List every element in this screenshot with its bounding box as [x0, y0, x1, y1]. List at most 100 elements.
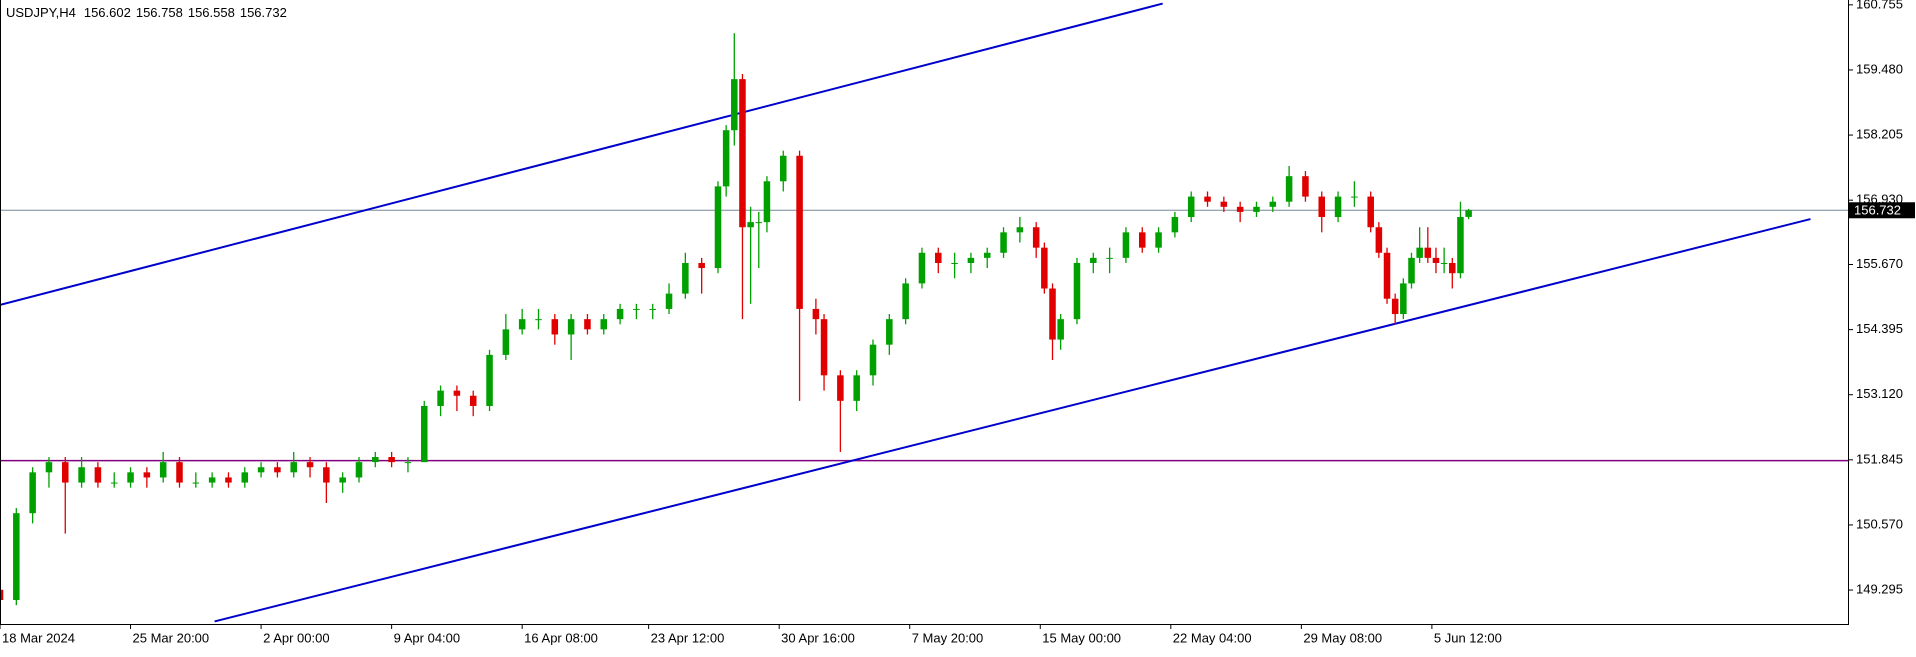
- candle-body: [951, 262, 958, 264]
- y-tick-label: 154.395: [1856, 321, 1903, 336]
- symbol: USDJPY,H4: [6, 5, 76, 20]
- x-tick-label: 30 Apr 16:00: [781, 630, 855, 645]
- candle-body: [208, 477, 216, 483]
- header-close: 156.732: [240, 5, 287, 20]
- candle-body: [421, 405, 428, 463]
- candle-body: [869, 344, 877, 376]
- candle-body: [1334, 196, 1342, 218]
- candle-body: [518, 319, 526, 330]
- candle-body: [486, 354, 493, 406]
- candle-body: [192, 482, 200, 484]
- candle-body: [935, 252, 942, 263]
- candle-body: [665, 293, 673, 309]
- candle-body: [747, 222, 754, 228]
- candle-body: [323, 467, 330, 483]
- candle-body: [13, 513, 20, 600]
- candle-body: [1155, 232, 1162, 248]
- candle-body: [600, 319, 608, 330]
- x-tick-label: 29 May 08:00: [1303, 630, 1382, 645]
- trend-line: [214, 218, 1811, 623]
- candle-body: [1049, 288, 1056, 340]
- candle-body: [45, 462, 53, 473]
- candle-body: [62, 462, 69, 483]
- candle-body: [1408, 257, 1415, 284]
- plot-area: [0, 2, 1848, 623]
- candle-body: [755, 222, 763, 224]
- candle-body: [1090, 257, 1097, 263]
- candle-body: [967, 257, 975, 263]
- header-open: 156.602: [84, 5, 131, 20]
- candle-body: [886, 319, 893, 345]
- candle-body: [110, 482, 118, 484]
- candle-body: [1457, 217, 1464, 274]
- candle-body: [853, 375, 860, 401]
- candle-body: [1187, 196, 1195, 218]
- candle-body: [306, 462, 314, 468]
- candle-body: [241, 472, 249, 483]
- candle-body: [176, 462, 183, 483]
- candle-body: [355, 462, 363, 478]
- candle-body: [1449, 262, 1456, 274]
- x-tick-label: 22 May 04:00: [1173, 630, 1252, 645]
- candle-body: [567, 319, 575, 335]
- y-tick-label: 155.670: [1856, 256, 1903, 271]
- candle-body: [290, 462, 297, 473]
- current-price-label: 156.732: [1854, 203, 1901, 218]
- candle-body: [551, 319, 559, 335]
- candle-body: [1106, 257, 1113, 259]
- candle-body: [535, 319, 542, 321]
- candle-body: [94, 467, 102, 483]
- x-tick-label: 9 Apr 04:00: [394, 630, 461, 645]
- candle-body: [722, 130, 730, 187]
- candle-body: [453, 390, 461, 396]
- candle-body: [796, 155, 803, 309]
- candle-body: [225, 477, 232, 483]
- candle-body: [812, 308, 820, 320]
- candle-body: [902, 283, 909, 320]
- y-tick-label: 160.755: [1856, 0, 1903, 11]
- candle-body: [29, 472, 36, 514]
- candle-body: [1391, 298, 1399, 315]
- candle-body: [437, 390, 444, 406]
- x-tick-label: 7 May 20:00: [912, 630, 984, 645]
- candle-body: [1383, 252, 1391, 299]
- y-tick-label: 153.120: [1856, 386, 1903, 401]
- candle-body: [388, 457, 395, 463]
- candle-body: [616, 308, 624, 320]
- candle-body: [159, 462, 167, 478]
- candle-body: [584, 319, 591, 330]
- candle-body: [698, 262, 705, 269]
- x-tick-label: 23 Apr 12:00: [651, 630, 725, 645]
- header-high: 156.758: [136, 5, 183, 20]
- candle-body: [1032, 227, 1040, 248]
- y-tick-label: 159.480: [1856, 61, 1903, 76]
- candle-body: [339, 477, 346, 483]
- candle-body: [918, 252, 926, 284]
- chart-header: USDJPY,H4 156.602 156.758 156.558 156.732: [6, 5, 287, 20]
- candle-body: [1375, 227, 1383, 253]
- x-tick-label: 5 Jun 12:00: [1434, 630, 1502, 645]
- candle-body: [820, 319, 828, 376]
- y-tick-label: 151.845: [1856, 451, 1903, 466]
- candle-body: [1000, 232, 1007, 253]
- candle-body: [731, 79, 738, 131]
- candle-body: [1138, 232, 1146, 248]
- x-tick-label: 2 Apr 00:00: [263, 630, 330, 645]
- candle-body: [1440, 262, 1448, 264]
- candle-body: [1122, 232, 1130, 258]
- candle-body: [1424, 247, 1432, 258]
- candle-body: [837, 375, 844, 401]
- x-tick-label: 18 Mar 2024: [2, 630, 75, 645]
- candle-body: [682, 262, 689, 294]
- candle-body: [1220, 201, 1228, 207]
- trend-line: [0, 2, 1163, 306]
- candle-body: [714, 186, 722, 269]
- y-tick-label: 150.570: [1856, 516, 1903, 531]
- candle-body: [143, 472, 151, 478]
- y-tick-label: 158.205: [1856, 127, 1903, 142]
- x-tick-label: 16 Apr 08:00: [524, 630, 598, 645]
- x-tick-label: 15 May 00:00: [1042, 630, 1121, 645]
- candle-body: [1416, 247, 1423, 258]
